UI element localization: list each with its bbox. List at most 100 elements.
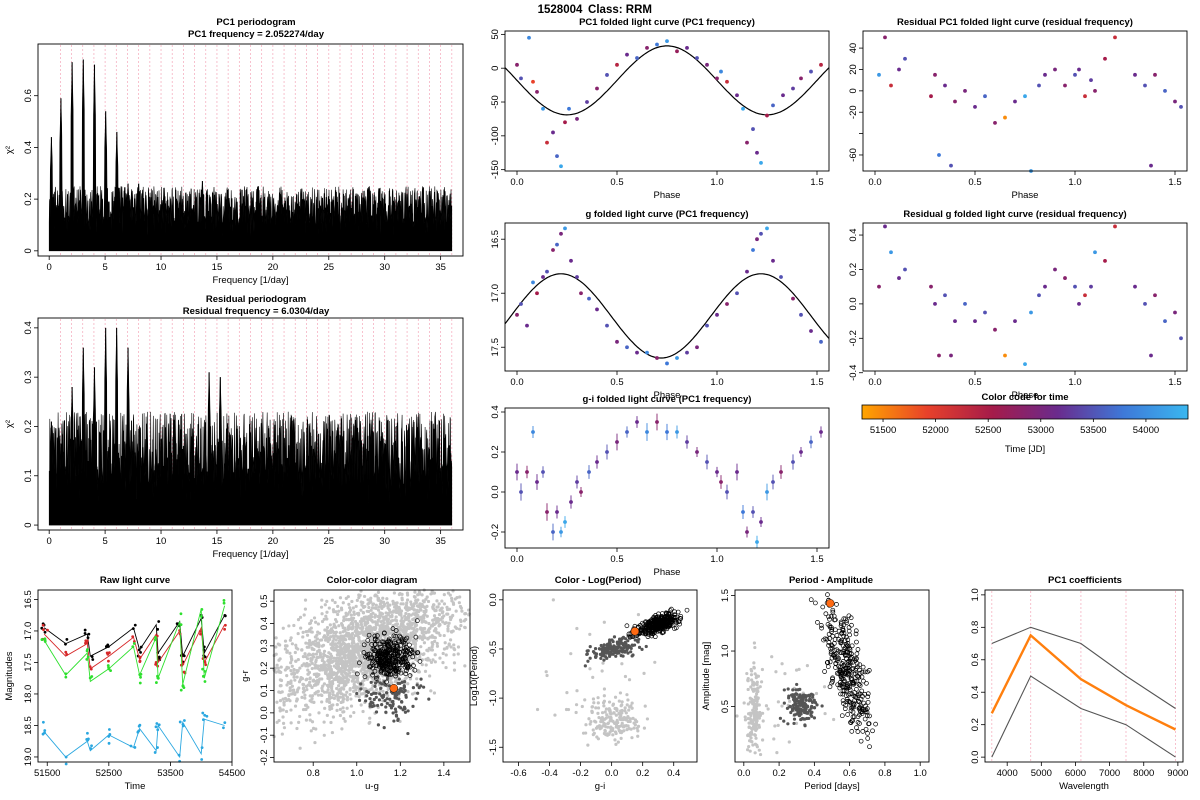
residual-periodogram-xtick-label: 35 [435, 536, 446, 547]
period-amplitude-point [837, 664, 843, 670]
color-color-point [352, 684, 357, 688]
raw-light-curve-point [90, 655, 94, 659]
residual-pc1-folded-point [933, 72, 937, 77]
color-color-point [415, 677, 419, 681]
color-logperiod-point [636, 724, 641, 728]
raw-light-curve-point [182, 719, 186, 722]
color-logperiod-point [609, 725, 613, 729]
pc1-folded-point [765, 113, 769, 118]
period-amplitude-point [761, 738, 765, 742]
color-color-point [352, 674, 357, 678]
period-amplitude-point [749, 685, 753, 689]
color-color-point [288, 638, 292, 642]
raw-light-curve-point [202, 645, 206, 649]
pc1-folded-model-curve [504, 45, 830, 116]
color-color-point [401, 620, 405, 625]
color-color-point [299, 626, 303, 630]
color-color-point [362, 594, 367, 599]
residual-periodogram-subtitle: Residual frequency = 6.0304/day [183, 306, 330, 317]
period-amplitude-point [746, 677, 750, 681]
color-color-point [327, 677, 331, 681]
color-logperiod-point [630, 706, 634, 710]
period-amplitude-point [834, 647, 840, 653]
color-color-highlight-point [389, 684, 399, 693]
pc1-folded-point [551, 130, 555, 135]
raw-light-curve-point [204, 663, 208, 667]
color-color-point [312, 616, 317, 620]
color-color-point [298, 746, 302, 750]
color-color-point [314, 620, 318, 624]
colorbar-tick-label: 52500 [975, 425, 1001, 436]
color-logperiod-point [593, 651, 597, 655]
color-color-point [285, 649, 289, 653]
color-color-point [431, 618, 435, 622]
color-color-point [379, 634, 383, 638]
color-color-point [372, 697, 376, 702]
color-logperiod-point [659, 614, 665, 619]
residual-pc1-folded-point [903, 56, 907, 61]
color-color-point [432, 614, 437, 618]
color-logperiod-point [619, 717, 623, 721]
residual-periodogram-xtick-label: 0 [47, 536, 52, 547]
color-color-point [327, 661, 332, 665]
color-color-point [322, 662, 326, 667]
color-color-point [342, 683, 346, 688]
g-folded-point [625, 345, 629, 350]
color-color-point [400, 700, 404, 704]
residual-periodogram-panel: Residual periodogram Residual frequency … [4, 294, 464, 560]
g-folded-point [725, 302, 729, 306]
raw-light-curve-point [178, 720, 182, 724]
color-color-point [410, 605, 414, 609]
color-color-point [297, 686, 301, 690]
residual-g-folded-point [897, 276, 901, 280]
raw-light-curve-point [109, 669, 112, 673]
color-color-point [388, 697, 392, 701]
color-color-point [440, 606, 444, 610]
raw-light-curve-point [64, 762, 68, 766]
period-amplitude-point [834, 633, 840, 638]
color-color-point [419, 615, 424, 620]
period-amplitude-point [761, 711, 765, 715]
color-color-point [300, 648, 304, 652]
color-color-point [361, 671, 365, 676]
color-logperiod-point [611, 702, 616, 706]
raw-light-curve-point [179, 623, 183, 627]
period-amplitude-point [786, 722, 790, 726]
color-logperiod-point [603, 729, 607, 733]
color-logperiod-point [633, 718, 638, 722]
residual-g-folded-point [1003, 353, 1007, 358]
color-color-point [445, 605, 449, 609]
color-color-point [345, 690, 349, 694]
period-amplitude-xtick-label: 0.2 [772, 768, 785, 779]
color-color-point [343, 655, 347, 659]
color-color-point [283, 647, 288, 651]
color-logperiod-point [616, 740, 620, 744]
residual-g-folded-point [877, 284, 881, 289]
residual-g-folded-point [1103, 258, 1107, 263]
period-amplitude-point [814, 691, 819, 696]
color-color-ytick-label: 0.5 [259, 595, 270, 608]
color-color-point [337, 624, 341, 628]
pc1-folded-point [771, 103, 775, 108]
period-amplitude-point [848, 676, 854, 682]
color-logperiod-point [590, 705, 594, 709]
color-color-point [452, 648, 457, 652]
color-color-point [369, 660, 375, 665]
color-color-point [283, 639, 288, 643]
period-amplitude-point [758, 713, 762, 718]
color-color-point [318, 677, 322, 681]
color-color-point [418, 634, 422, 638]
color-color-point [374, 606, 378, 610]
color-color-point [343, 650, 348, 654]
color-color-point [389, 614, 394, 618]
color-color-point [380, 702, 384, 707]
color-color-point [296, 657, 300, 662]
period-amplitude-point [776, 700, 780, 704]
period-amplitude-point [828, 649, 834, 655]
color-color-point [377, 698, 382, 702]
period-amplitude-point [764, 704, 769, 708]
color-color-point [330, 598, 335, 602]
residual-g-folded-point [1133, 284, 1137, 289]
pc1-folded-xlabel: Phase [654, 190, 681, 201]
period-amplitude-point [799, 712, 803, 716]
